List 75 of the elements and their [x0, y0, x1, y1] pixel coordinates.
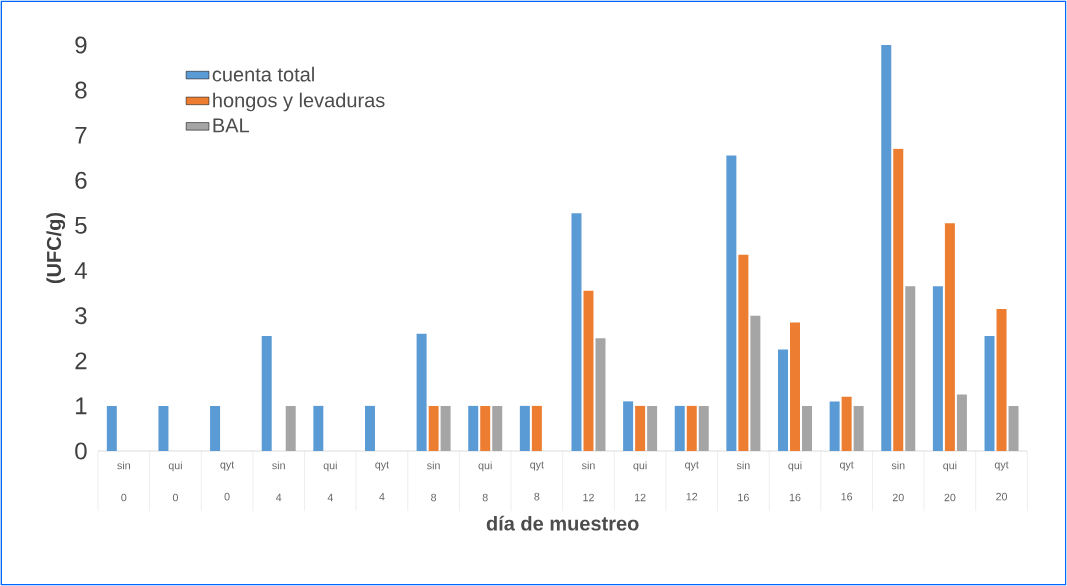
category-label: qyt 0 — [220, 461, 235, 501]
category-label: qui 12 — [633, 461, 647, 502]
category-label: sin 20 — [891, 461, 905, 502]
category-label: qyt 12 — [685, 461, 699, 501]
bar — [738, 254, 749, 451]
bar — [893, 148, 904, 451]
legend-label: cuenta total — [212, 66, 314, 82]
bar — [984, 335, 995, 451]
bar — [829, 401, 840, 451]
bar — [416, 333, 427, 451]
y-tick-label: 5 — [75, 217, 87, 234]
category-label: sin 4 — [272, 461, 285, 502]
bar — [623, 401, 634, 451]
y-tick-label: 0 — [75, 442, 87, 460]
y-tick-label: 7 — [75, 126, 87, 144]
bar — [468, 405, 479, 451]
legend-label: hongos y levaduras — [213, 92, 385, 112]
y-tick-label: 9 — [75, 36, 87, 54]
category-label: qyt 8 — [530, 461, 544, 501]
bar — [996, 308, 1007, 451]
bar — [1008, 405, 1019, 451]
category-label: qui 16 — [788, 461, 802, 502]
y-tick-label: 3 — [75, 307, 87, 325]
bar — [944, 223, 955, 451]
bar — [106, 405, 117, 451]
category-label: sin 0 — [117, 461, 130, 502]
category-label: qui 8 — [478, 461, 492, 502]
bar — [647, 405, 658, 451]
bar — [956, 394, 967, 451]
bar — [881, 45, 892, 451]
category-label: sin 8 — [427, 461, 440, 502]
y-axis-title: (UFC/g) — [46, 212, 66, 284]
category-label: qui 20 — [943, 461, 957, 502]
bar — [853, 405, 864, 451]
bar — [674, 405, 685, 451]
category-label: sin 16 — [736, 461, 750, 502]
x-axis-title: día de muestreo — [486, 515, 639, 531]
bar — [802, 405, 813, 451]
bar — [364, 405, 375, 451]
category-label: qyt 20 — [994, 461, 1009, 501]
category-label: qyt 16 — [839, 461, 854, 501]
bar — [285, 405, 296, 451]
bar — [480, 405, 491, 451]
bar — [595, 338, 606, 451]
bar — [790, 322, 801, 451]
bar — [210, 405, 221, 451]
bar — [158, 405, 169, 451]
y-tick-label: 8 — [75, 81, 87, 99]
bar — [905, 286, 916, 451]
category-label: qui 4 — [323, 461, 337, 502]
bar — [686, 405, 697, 451]
bar — [698, 405, 709, 451]
bar — [841, 396, 852, 451]
bar — [583, 290, 594, 451]
bar — [313, 405, 324, 451]
category-label: sin 12 — [581, 461, 595, 502]
bar — [519, 405, 530, 451]
bar — [932, 286, 943, 451]
bar — [531, 405, 542, 451]
bar — [492, 405, 503, 451]
bar — [726, 155, 737, 451]
bar — [440, 405, 451, 451]
y-tick-label: 2 — [75, 352, 87, 370]
bar — [571, 213, 582, 451]
bar — [778, 349, 789, 451]
category-label: qyt 4 — [375, 461, 389, 501]
bar — [635, 405, 646, 451]
y-tick-label: 4 — [74, 262, 87, 279]
bar — [428, 405, 439, 451]
legend-label: BAL — [213, 118, 249, 133]
y-tick-label: 1 — [76, 397, 87, 415]
bar — [750, 315, 761, 451]
y-tick-label: 6 — [75, 171, 87, 189]
bar — [261, 335, 272, 451]
category-label: qui 0 — [168, 461, 182, 502]
